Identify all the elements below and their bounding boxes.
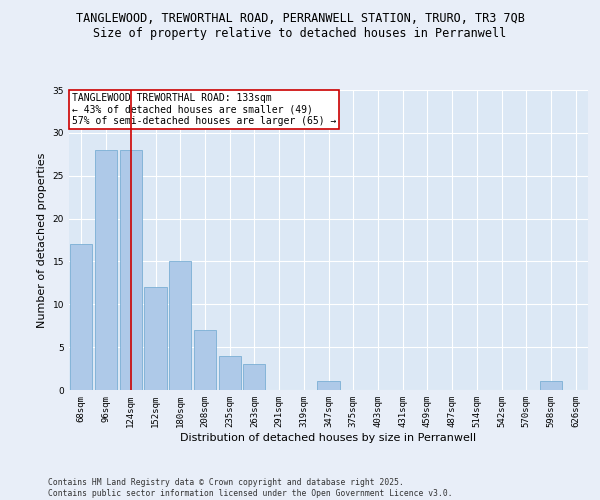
Bar [218,356,241,390]
Bar [243,364,265,390]
Bar [194,330,216,390]
Bar [169,262,191,390]
Bar [540,382,562,390]
Bar [119,150,142,390]
Bar [317,382,340,390]
Bar [145,287,167,390]
X-axis label: Distribution of detached houses by size in Perranwell: Distribution of detached houses by size … [181,432,476,442]
Bar [95,150,117,390]
Text: TANGLEWOOD, TREWORTHAL ROAD, PERRANWELL STATION, TRURO, TR3 7QB: TANGLEWOOD, TREWORTHAL ROAD, PERRANWELL … [76,12,524,26]
Bar [70,244,92,390]
Text: Contains HM Land Registry data © Crown copyright and database right 2025.
Contai: Contains HM Land Registry data © Crown c… [48,478,452,498]
Text: Size of property relative to detached houses in Perranwell: Size of property relative to detached ho… [94,28,506,40]
Text: TANGLEWOOD TREWORTHAL ROAD: 133sqm
← 43% of detached houses are smaller (49)
57%: TANGLEWOOD TREWORTHAL ROAD: 133sqm ← 43%… [71,93,336,126]
Y-axis label: Number of detached properties: Number of detached properties [37,152,47,328]
